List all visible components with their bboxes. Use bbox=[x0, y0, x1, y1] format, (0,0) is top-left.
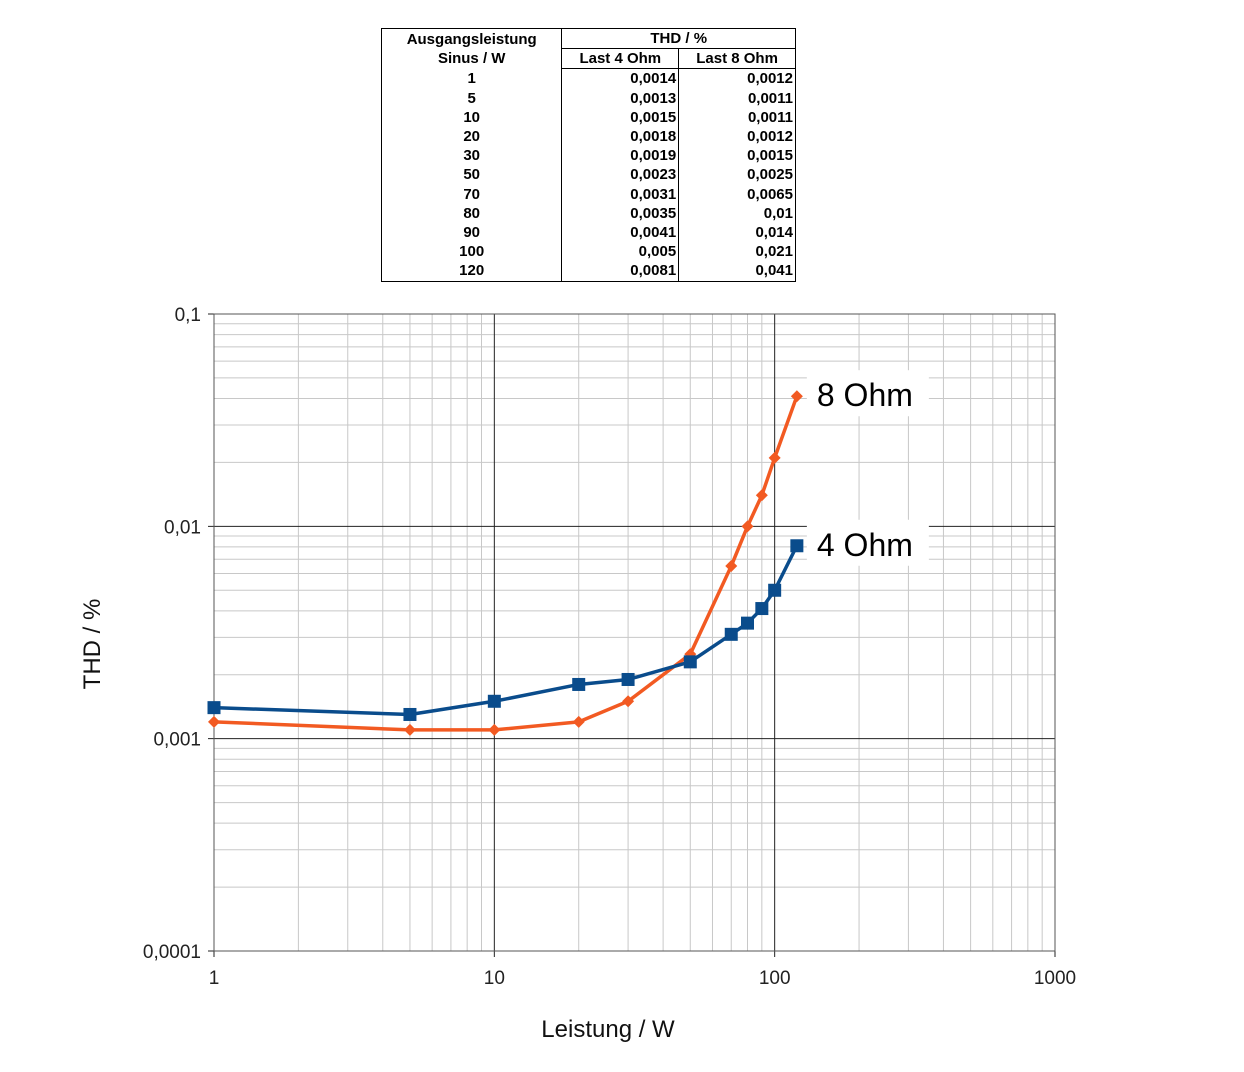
y-tick-label: 0,01 bbox=[164, 517, 201, 538]
power-cell: 70 bbox=[381, 184, 563, 204]
thd-8ohm-cell: 0,0065 bbox=[747, 185, 793, 203]
thd-4ohm-cell: 0,0014 bbox=[561, 68, 680, 89]
thd-4ohm-cell: 0,0035 bbox=[561, 203, 680, 224]
thd-4ohm-cell: 0,0018 bbox=[561, 127, 680, 147]
thd-4ohm-cell: 0,0019 bbox=[561, 146, 680, 166]
power-cell: 100 bbox=[381, 242, 563, 262]
series-label-4-ohm: 4 Ohm bbox=[817, 527, 913, 563]
data-point-8-ohm bbox=[790, 390, 803, 403]
load-4ohm-header: Last 4 Ohm bbox=[561, 48, 680, 70]
thd-4ohm-cell: 0,0023 bbox=[561, 165, 680, 185]
power-cell: 50 bbox=[381, 165, 563, 185]
table-body: 1 0,0014 0,0012 5 0,0013 0,0011 10 0,0015 0,0011… bbox=[381, 68, 796, 282]
thd-8ohm-cell: 0,021 bbox=[755, 243, 793, 261]
power-cell: 120 bbox=[381, 261, 563, 282]
power-cell: 10 bbox=[381, 107, 563, 128]
data-point-8-ohm bbox=[741, 520, 754, 533]
data-point-4-ohm bbox=[207, 701, 221, 715]
power-header-line2: Sinus / W bbox=[437, 49, 506, 67]
y-tick-labels: 0,0001 0,001 0,01 0,1 bbox=[143, 305, 201, 963]
x-tick-label: 1000 bbox=[1034, 968, 1076, 989]
x-tick-label: 1 bbox=[209, 968, 220, 989]
plot-frame bbox=[213, 313, 1056, 952]
table-row: 30 0,0019 0,0015 bbox=[381, 146, 796, 166]
thd-4ohm-cell: 0,0081 bbox=[561, 261, 680, 282]
table-row: 1 0,0014 0,0012 bbox=[381, 68, 796, 89]
data-point-8-ohm bbox=[725, 560, 738, 573]
series-label-background bbox=[806, 370, 929, 417]
thd-8ohm-cell: 0,0015 bbox=[747, 147, 793, 165]
power-header-line1: Ausgangsleistung bbox=[406, 30, 537, 48]
y-tick-label: 0,1 bbox=[175, 305, 201, 326]
thd-8ohm-cell: 0,0011 bbox=[747, 108, 793, 126]
series-label-background bbox=[806, 519, 929, 566]
y-tick-label: 0,0001 bbox=[143, 942, 201, 963]
series-layer bbox=[207, 390, 804, 736]
series-labels: 8 Ohm 4 Ohm bbox=[806, 370, 929, 566]
x-axis-label: Leistung / W bbox=[541, 1016, 675, 1043]
data-point-8-ohm bbox=[572, 715, 585, 728]
y-axis-label: THD / % bbox=[79, 599, 106, 690]
table-row: 5 0,0013 0,0011 bbox=[381, 88, 796, 108]
series-line-4-ohm bbox=[213, 544, 799, 717]
x-tick-label: 100 bbox=[759, 968, 791, 989]
x-tick-labels: 1 10 100 1000 bbox=[209, 968, 1076, 989]
series-line-8-ohm bbox=[213, 395, 799, 732]
table-row: 10 0,0015 0,0011 bbox=[381, 107, 796, 128]
thd-8ohm-cell: 0,041 bbox=[755, 262, 793, 280]
thd-8ohm-cell: 0,0012 bbox=[747, 70, 793, 88]
table-row: 70 0,0031 0,0065 bbox=[381, 184, 796, 204]
power-cell: 30 bbox=[381, 146, 563, 166]
table-row: 80 0,0035 0,01 bbox=[381, 203, 796, 224]
thd-8ohm-cell: 0,0011 bbox=[747, 89, 793, 107]
power-cell: 20 bbox=[381, 127, 563, 147]
data-point-4-ohm bbox=[683, 655, 697, 669]
data-point-4-ohm bbox=[403, 707, 417, 721]
power-cell: 5 bbox=[381, 88, 563, 108]
data-point-8-ohm bbox=[755, 489, 768, 502]
data-point-8-ohm bbox=[622, 695, 635, 708]
thd-4ohm-cell: 0,005 bbox=[561, 242, 680, 262]
y-tick-label: 0,001 bbox=[153, 730, 201, 751]
thd-4ohm-cell: 0,0013 bbox=[561, 88, 680, 108]
data-point-4-ohm bbox=[755, 602, 769, 616]
table-row: 90 0,0041 0,014 bbox=[381, 223, 796, 243]
thd-data-table: Ausgangsleistung Sinus / W THD / % Last … bbox=[381, 28, 796, 282]
data-point-4-ohm bbox=[487, 694, 501, 708]
thd-8ohm-cell: 0,01 bbox=[763, 204, 793, 222]
thd-8ohm-cell: 0,0012 bbox=[747, 128, 793, 146]
table-row: 100 0,005 0,021 bbox=[381, 242, 796, 262]
power-column-header: Ausgangsleistung Sinus / W bbox=[381, 28, 563, 69]
data-point-4-ohm bbox=[724, 627, 738, 641]
thd-8ohm-cell: 0,0025 bbox=[747, 166, 793, 184]
load-8ohm-header: Last 8 Ohm bbox=[678, 48, 796, 70]
table-row: 120 0,0081 0,041 bbox=[381, 261, 796, 282]
power-cell: 90 bbox=[381, 223, 563, 243]
thd-4ohm-cell: 0,0041 bbox=[561, 223, 680, 243]
table-row: 50 0,0023 0,0025 bbox=[381, 165, 796, 185]
power-cell: 80 bbox=[381, 203, 563, 224]
series-label-8-ohm: 8 Ohm bbox=[817, 377, 913, 413]
data-point-8-ohm bbox=[768, 451, 781, 464]
minor-gridlines bbox=[214, 314, 1055, 951]
thd-4ohm-cell: 0,0031 bbox=[561, 184, 680, 204]
data-point-4-ohm bbox=[740, 616, 754, 630]
table-row: 20 0,0018 0,0012 bbox=[381, 127, 796, 147]
power-cell: 1 bbox=[381, 68, 563, 89]
data-point-4-ohm bbox=[768, 583, 782, 597]
data-point-4-ohm bbox=[572, 677, 586, 691]
x-tick-label: 10 bbox=[484, 968, 505, 989]
thd-group-header: THD / % bbox=[561, 28, 796, 50]
thd-8ohm-cell: 0,014 bbox=[755, 224, 793, 242]
data-point-4-ohm bbox=[790, 539, 804, 553]
thd-4ohm-cell: 0,0015 bbox=[561, 107, 680, 128]
data-point-8-ohm bbox=[488, 723, 501, 736]
data-point-8-ohm bbox=[208, 715, 220, 728]
data-point-8-ohm bbox=[403, 723, 416, 736]
data-point-4-ohm bbox=[621, 672, 635, 686]
